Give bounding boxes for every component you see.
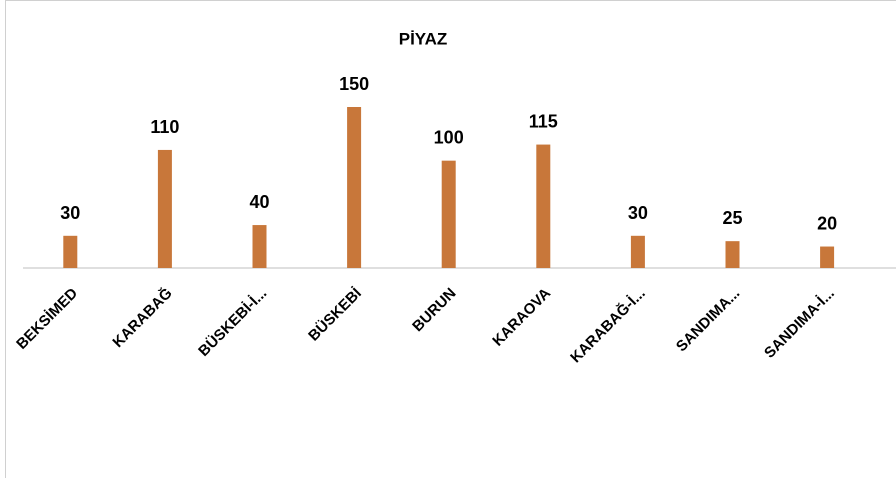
data-label: 110 [150,117,179,137]
chart-title: PİYAZ [399,29,448,48]
bar [725,241,740,268]
data-label: 25 [722,208,742,228]
x-tick-label: KARABAĞ [109,284,176,351]
x-tick-label: KARABAĞ-İ... [566,284,648,366]
data-label: 100 [434,128,464,148]
x-tick-label: SANDIMA... [673,285,743,355]
x-tick-label: BURUN [409,285,459,335]
x-tick-label: BÜSKEBİ-İ... [195,285,270,360]
bar [820,246,835,268]
data-label: 30 [628,203,648,223]
bar [536,144,551,268]
data-label: 30 [60,203,80,223]
bar [63,235,78,268]
x-tick-label: KARAOVA [489,285,554,350]
data-label: 20 [817,214,837,234]
data-label: 40 [249,192,269,212]
bar [347,107,362,268]
x-tick-label: BÜSKEBİ [305,285,365,345]
bar [630,235,645,268]
data-label: 115 [529,112,558,132]
data-label: 150 [339,74,369,94]
bar [441,160,456,268]
x-tick-label: SANDIMA-İ... [761,285,838,362]
bar [157,149,172,268]
bar [252,225,267,268]
chart-border [5,0,896,478]
x-tick-label: BEKSİMED [13,285,81,353]
